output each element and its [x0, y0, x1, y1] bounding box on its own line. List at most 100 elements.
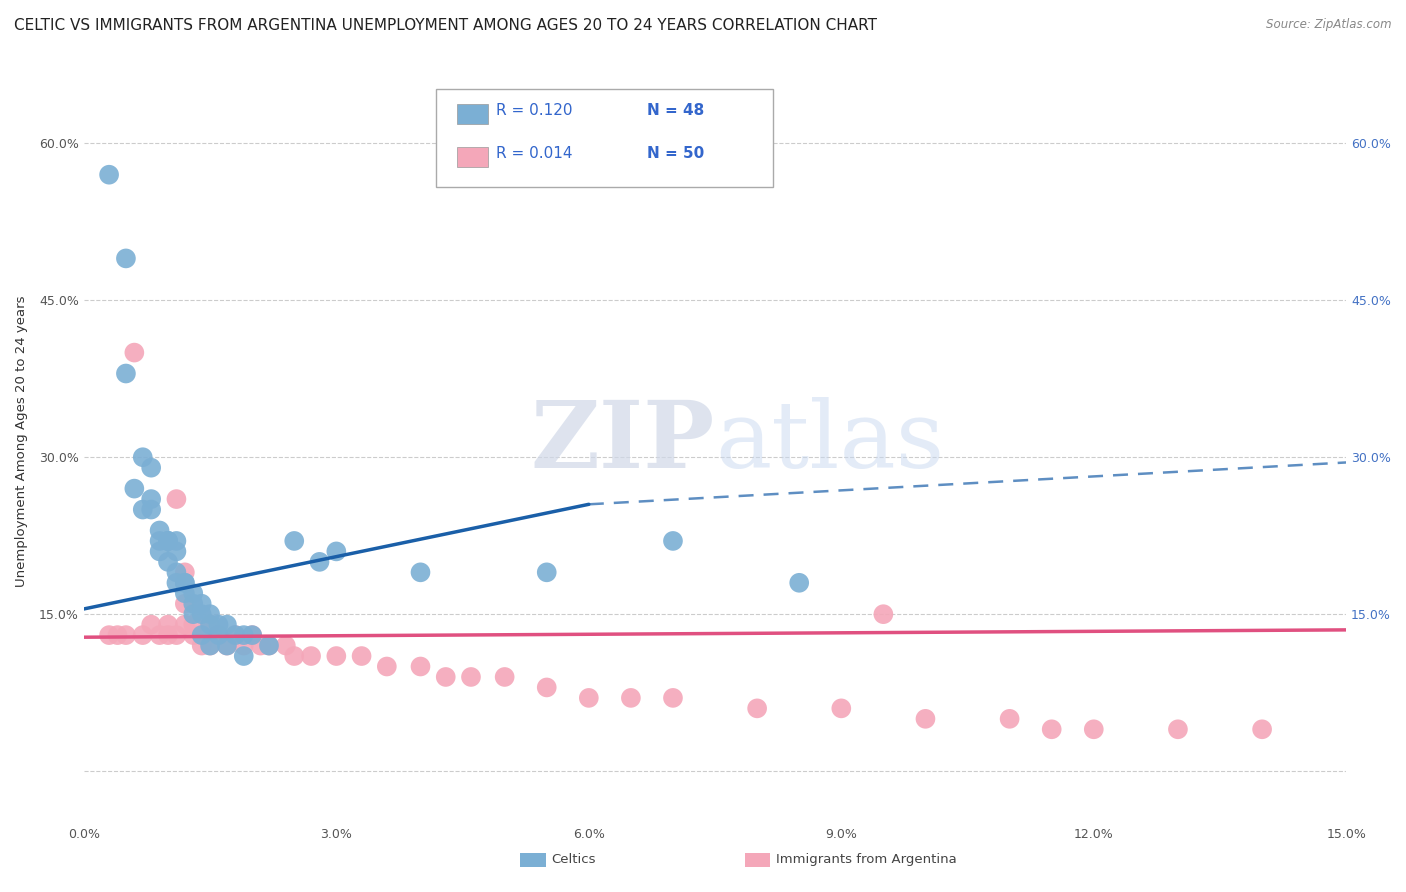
Point — [620, 690, 643, 705]
Point — [232, 639, 254, 653]
Point — [149, 524, 172, 538]
Point — [747, 701, 769, 715]
Point — [132, 628, 155, 642]
Point — [190, 628, 212, 642]
Point — [190, 597, 212, 611]
Point — [1040, 723, 1063, 737]
Point — [132, 450, 155, 465]
Point — [124, 345, 146, 359]
Point — [149, 628, 172, 642]
Point — [190, 639, 212, 653]
Text: N = 48: N = 48 — [647, 103, 704, 118]
Point — [375, 659, 398, 673]
Point — [207, 628, 229, 642]
Point — [198, 617, 221, 632]
Point — [409, 566, 432, 580]
Point — [494, 670, 516, 684]
Point — [460, 670, 482, 684]
Point — [173, 597, 195, 611]
Point — [156, 617, 179, 632]
Point — [165, 492, 187, 507]
Point — [207, 628, 229, 642]
Point — [249, 639, 271, 653]
Point — [165, 566, 187, 580]
Point — [198, 639, 221, 653]
Point — [1251, 723, 1274, 737]
Point — [1083, 723, 1105, 737]
Point — [173, 575, 195, 590]
Point — [232, 628, 254, 642]
Point — [787, 575, 810, 590]
Text: atlas: atlas — [716, 397, 945, 486]
Point — [149, 544, 172, 558]
Point — [98, 628, 121, 642]
Point — [165, 544, 187, 558]
Point — [325, 544, 347, 558]
Point — [215, 639, 238, 653]
Point — [98, 168, 121, 182]
Point — [156, 628, 179, 642]
Point — [283, 648, 305, 663]
Point — [173, 575, 195, 590]
Point — [181, 628, 204, 642]
Point — [181, 617, 204, 632]
Point — [141, 502, 163, 516]
Point — [141, 617, 163, 632]
Text: R = 0.014: R = 0.014 — [496, 146, 572, 161]
Text: Celtics: Celtics — [551, 854, 596, 866]
Point — [536, 681, 558, 695]
Point — [662, 690, 685, 705]
Point — [914, 712, 936, 726]
Point — [165, 628, 187, 642]
Point — [872, 607, 894, 622]
Point — [115, 367, 138, 381]
Point — [283, 533, 305, 548]
Point — [156, 533, 179, 548]
Point — [141, 460, 163, 475]
Point — [224, 628, 246, 642]
Point — [173, 586, 195, 600]
Point — [232, 648, 254, 663]
Point — [198, 607, 221, 622]
Point — [240, 628, 263, 642]
Point — [173, 617, 195, 632]
Point — [198, 639, 221, 653]
Text: ZIP: ZIP — [531, 397, 716, 486]
Point — [115, 252, 138, 266]
Point — [1167, 723, 1189, 737]
Point — [257, 639, 280, 653]
Point — [156, 555, 179, 569]
Point — [215, 617, 238, 632]
Text: CELTIC VS IMMIGRANTS FROM ARGENTINA UNEMPLOYMENT AMONG AGES 20 TO 24 YEARS CORRE: CELTIC VS IMMIGRANTS FROM ARGENTINA UNEM… — [14, 18, 877, 33]
Point — [274, 639, 297, 653]
Point — [149, 533, 172, 548]
Point — [173, 566, 195, 580]
Point — [215, 639, 238, 653]
Point — [190, 607, 212, 622]
Point — [181, 607, 204, 622]
Point — [198, 617, 221, 632]
Point — [181, 586, 204, 600]
Text: R = 0.120: R = 0.120 — [496, 103, 572, 118]
Point — [325, 648, 347, 663]
Point — [107, 628, 129, 642]
Point — [662, 533, 685, 548]
Point — [165, 575, 187, 590]
Y-axis label: Unemployment Among Ages 20 to 24 years: Unemployment Among Ages 20 to 24 years — [15, 296, 28, 587]
Point — [578, 690, 600, 705]
Point — [350, 648, 373, 663]
Point — [830, 701, 852, 715]
Point — [115, 628, 138, 642]
Point — [141, 492, 163, 507]
Point — [181, 597, 204, 611]
Point — [224, 628, 246, 642]
Point — [156, 533, 179, 548]
Point — [409, 659, 432, 673]
Point — [434, 670, 457, 684]
Point — [257, 639, 280, 653]
Text: Source: ZipAtlas.com: Source: ZipAtlas.com — [1267, 18, 1392, 31]
Text: N = 50: N = 50 — [647, 146, 704, 161]
Point — [998, 712, 1021, 726]
Point — [190, 628, 212, 642]
Point — [207, 617, 229, 632]
